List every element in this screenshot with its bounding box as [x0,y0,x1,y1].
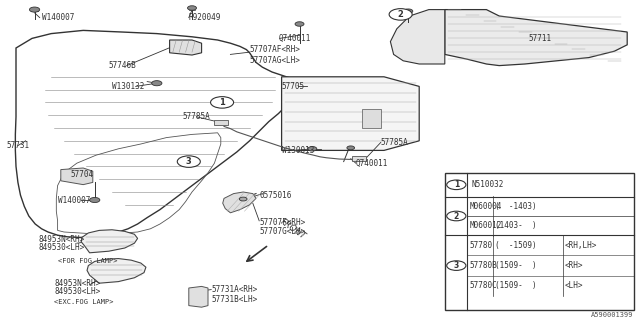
Bar [352,156,366,161]
Text: 57780: 57780 [470,241,493,250]
Text: <EXC.FOG LAMP>: <EXC.FOG LAMP> [54,300,114,305]
Circle shape [90,197,100,203]
Polygon shape [81,230,138,253]
Polygon shape [390,10,445,64]
Circle shape [308,147,317,151]
Text: 2: 2 [454,212,459,220]
Text: 57705: 57705 [282,82,305,91]
Text: (1509-  ): (1509- ) [495,261,537,270]
Text: W140007: W140007 [58,196,90,204]
Text: 2: 2 [397,10,404,19]
Circle shape [347,146,355,150]
Text: M060012: M060012 [470,221,502,230]
Text: <RH>: <RH> [565,261,584,270]
Text: Q740011: Q740011 [355,159,388,168]
FancyBboxPatch shape [445,173,634,310]
Text: <RH,LH>: <RH,LH> [565,241,598,250]
Text: 57707F<RH>: 57707F<RH> [259,218,305,227]
Text: <FOR FOG LAMP>: <FOR FOG LAMP> [58,258,117,264]
Polygon shape [170,40,202,55]
Text: 84953N<RH>: 84953N<RH> [38,236,84,244]
Text: 3: 3 [454,261,459,270]
Text: Q740011: Q740011 [278,34,311,43]
Text: 849530<LH>: 849530<LH> [54,287,100,296]
Text: 84953N<RH>: 84953N<RH> [54,279,100,288]
Circle shape [177,156,200,167]
Text: W130013: W130013 [282,146,314,155]
Text: <LH>: <LH> [565,281,584,290]
Text: 0575016: 0575016 [259,191,292,200]
Text: 849530<LH>: 849530<LH> [38,244,84,252]
Text: 57780C: 57780C [470,281,497,290]
Text: FRONT: FRONT [278,218,307,242]
Text: R920049: R920049 [189,13,221,22]
Circle shape [447,180,466,190]
Text: 57707G<LH>: 57707G<LH> [259,228,305,236]
Polygon shape [15,30,301,237]
Polygon shape [445,10,627,66]
Text: 57746B: 57746B [109,61,136,70]
Text: 1: 1 [454,180,459,189]
Text: 57707AF<RH>: 57707AF<RH> [250,45,300,54]
Text: A590001399: A590001399 [591,312,634,318]
Text: (1403-  ): (1403- ) [495,221,537,230]
Circle shape [211,97,234,108]
Bar [214,120,228,125]
Text: W140007: W140007 [42,13,74,22]
Text: 3: 3 [186,157,191,166]
Circle shape [188,6,196,10]
Circle shape [404,9,413,13]
Circle shape [152,81,162,86]
Circle shape [295,22,304,26]
Polygon shape [61,168,93,185]
Text: (  -1509): ( -1509) [495,241,537,250]
Text: 57731B<LH>: 57731B<LH> [211,295,257,304]
Text: 1: 1 [219,98,225,107]
Text: 57785A: 57785A [381,138,408,147]
Text: 57704: 57704 [70,170,93,179]
Text: 57711: 57711 [528,34,551,43]
Bar [362,109,381,128]
Text: 57731A<RH>: 57731A<RH> [211,285,257,294]
Circle shape [447,211,466,221]
Text: N510032: N510032 [472,180,504,189]
Text: M060004: M060004 [470,202,502,211]
Polygon shape [223,192,256,213]
Polygon shape [189,286,208,307]
Circle shape [239,197,247,201]
Text: 57780B: 57780B [470,261,497,270]
Text: 57785A: 57785A [182,112,210,121]
Text: W130132: W130132 [112,82,145,91]
Text: 57707AG<LH>: 57707AG<LH> [250,56,300,65]
Circle shape [29,7,40,12]
Text: 57731: 57731 [6,141,29,150]
Text: (1509-  ): (1509- ) [495,281,537,290]
Circle shape [447,261,466,270]
Text: (  -1403): ( -1403) [495,202,537,211]
Circle shape [389,9,412,20]
Polygon shape [87,259,146,283]
Polygon shape [282,77,419,150]
